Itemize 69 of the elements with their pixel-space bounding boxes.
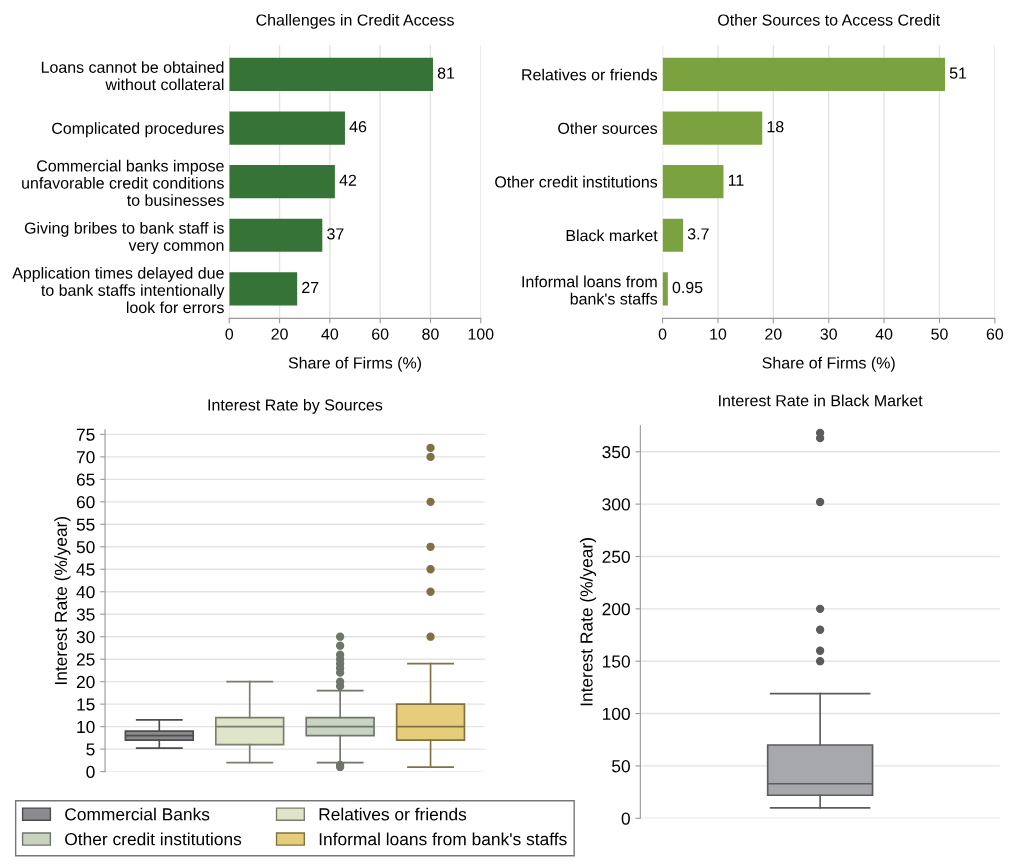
y-tick-label: Application times delayed due to bank staffs intentionally look for errors	[12, 267, 225, 314]
y-tick-label: Black market	[566, 229, 658, 242]
y-tick-label: 15	[77, 698, 95, 711]
y-axis-title: Interest Rate (%/year)	[579, 538, 597, 706]
x-tick-label: 100	[468, 328, 494, 340]
y-tick-label: 60	[76, 496, 95, 509]
x-tick-label: 10	[710, 328, 727, 340]
y-tick-label: Relatives or friends	[522, 68, 658, 81]
y-tick-label: 45	[76, 563, 95, 576]
x-tick-label: 20	[271, 328, 288, 340]
legend-label: Relatives or friends	[319, 807, 467, 821]
y-tick-label: 50	[76, 540, 95, 554]
y-tick-label: 0	[621, 812, 630, 825]
y-tick-label: 100	[602, 707, 630, 721]
data-label: 42	[339, 174, 357, 186]
chart-title: Interest Rate in Black Market	[719, 394, 923, 407]
x-axis-title: Share of Firms (%)	[762, 356, 895, 372]
y-tick-label: 65	[76, 473, 95, 486]
y-tick-label: Giving bribes to bank staff is very common	[24, 222, 224, 255]
y-tick-label: 0	[86, 765, 95, 779]
y-tick-label: 40	[76, 585, 95, 599]
y-tick-label: 350	[602, 445, 630, 459]
y-axis-title: Interest Rate (%/year)	[54, 516, 71, 685]
legend-label: Other credit institutions	[65, 832, 242, 846]
y-tick-label: 50	[612, 760, 630, 773]
y-tick-label: 200	[602, 603, 630, 616]
y-tick-label: Other credit institutions	[495, 175, 658, 188]
x-tick-label: 80	[422, 328, 439, 340]
data-label: 0.95	[672, 281, 703, 294]
chart-title: Other Sources to Access Credit	[718, 13, 940, 26]
chart-title: Challenges in Credit Access	[256, 13, 454, 29]
legend-label: Informal loans from bank's staffs	[319, 832, 567, 846]
x-tick-label: 20	[765, 328, 782, 340]
data-label: 18	[767, 121, 784, 133]
y-tick-label: 35	[76, 608, 95, 621]
x-tick-label: 40	[875, 328, 893, 340]
data-label: 37	[327, 228, 344, 240]
y-tick-label: 25	[76, 653, 95, 666]
chart-title: Interest Rate by Sources	[208, 398, 383, 414]
x-tick-label: 60	[986, 328, 1004, 340]
y-tick-label: Loans cannot be obtained without collateral	[41, 61, 224, 91]
data-label: 11	[728, 174, 744, 186]
data-label: 51	[949, 67, 967, 79]
data-label: 46	[349, 121, 367, 133]
data-label: 3.7	[687, 228, 709, 240]
x-tick-label: 60	[372, 328, 389, 340]
x-tick-label: 30	[820, 328, 837, 340]
y-tick-label: 70	[76, 451, 95, 464]
y-tick-label: 250	[602, 550, 630, 563]
y-tick-label: 75	[76, 428, 95, 441]
x-tick-label: 40	[321, 328, 339, 340]
y-tick-label: Commercial banks impose unfavorable credit conditions to businesses	[22, 159, 224, 206]
x-tick-label: 50	[931, 328, 948, 340]
x-tick-label: 0	[225, 328, 234, 340]
y-tick-label: 55	[76, 518, 95, 531]
y-tick-label: Complicated procedures	[52, 122, 224, 138]
y-tick-label: Informal loans from bank's staffs	[522, 275, 658, 305]
y-tick-label: Other sources	[558, 122, 658, 134]
y-tick-label: 20	[76, 675, 95, 689]
y-tick-label: 300	[602, 498, 630, 511]
x-tick-label: 0	[658, 328, 667, 340]
x-axis-title: Share of Firms (%)	[288, 356, 422, 372]
legend-label: Commercial Banks	[65, 807, 210, 821]
data-label: 27	[302, 281, 319, 293]
y-tick-label: 30	[76, 630, 95, 644]
y-tick-label: 10	[77, 720, 95, 734]
y-tick-label: 5	[86, 743, 95, 756]
data-label: 81	[437, 67, 455, 79]
y-tick-label: 150	[602, 655, 630, 668]
